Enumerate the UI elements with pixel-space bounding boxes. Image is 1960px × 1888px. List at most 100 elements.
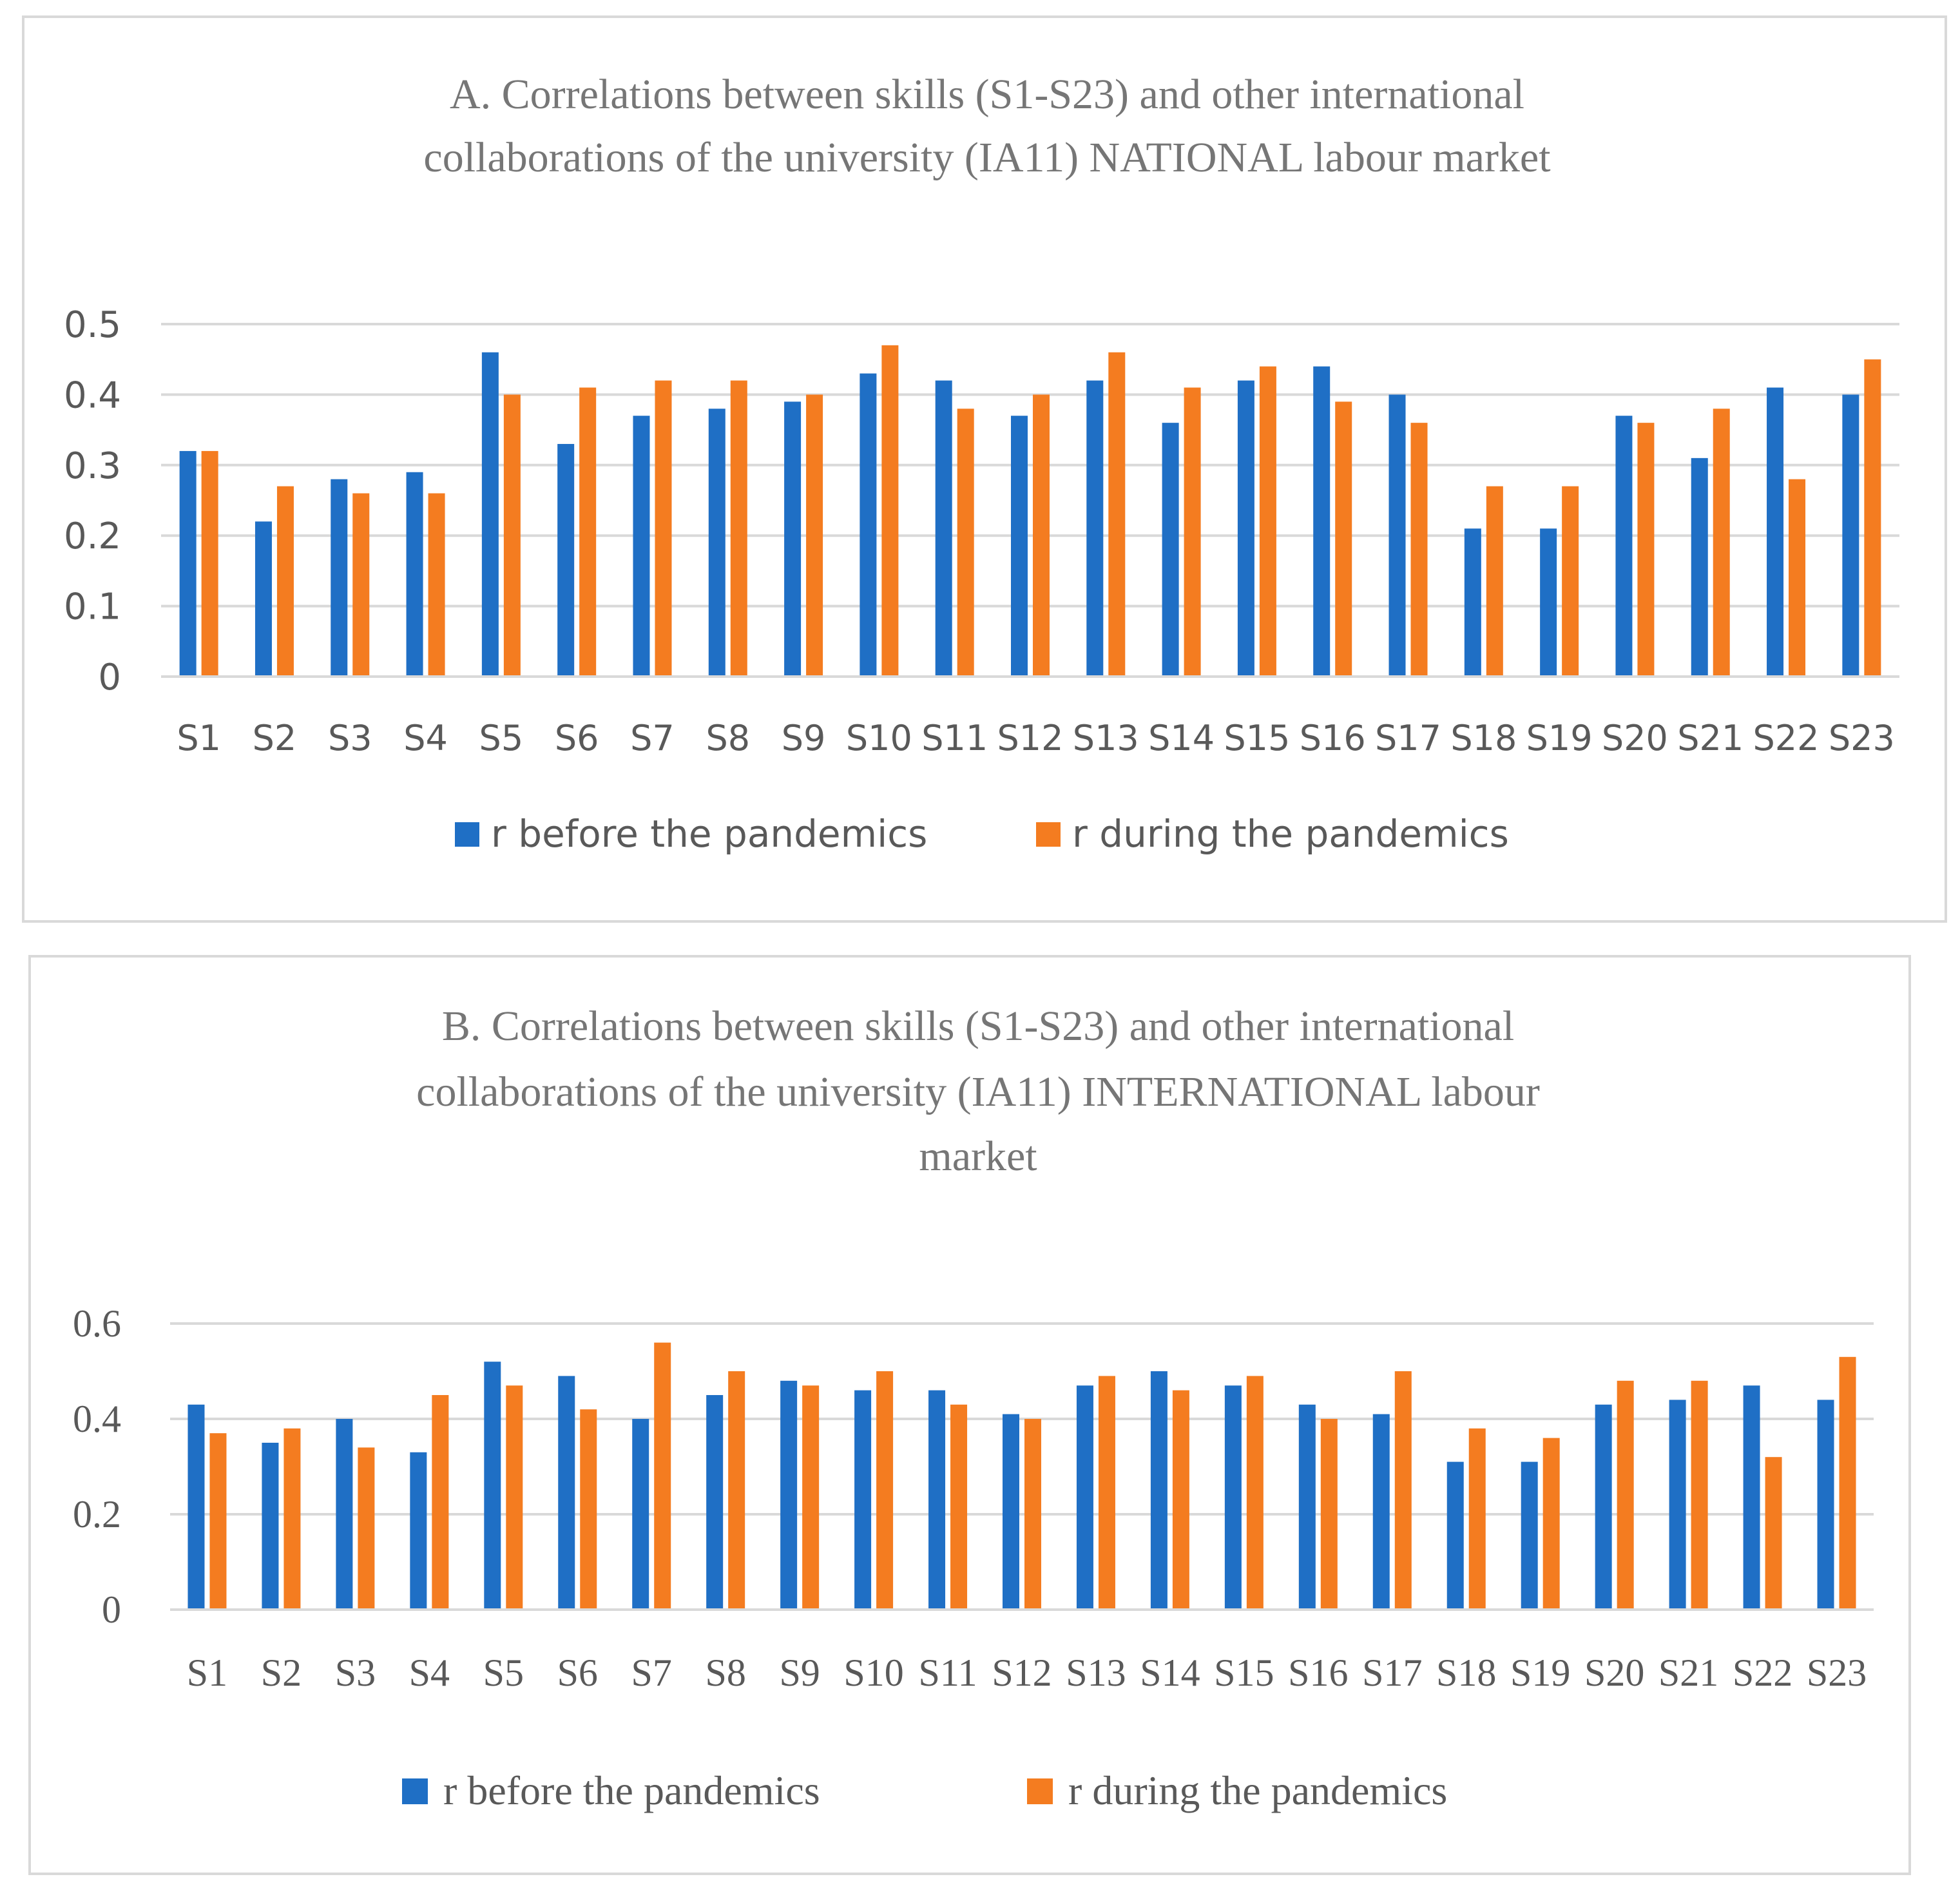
bar-during-s7 [655,380,672,677]
legend-label-before: r before the pandemics [491,812,927,856]
bar-during-s8 [730,380,747,677]
bar-during-s18 [1486,486,1503,677]
x-tick-label: S10 [846,718,912,758]
x-tick-label: S13 [1073,718,1139,758]
bar-before-s15 [1224,1385,1242,1610]
bar-during-s7 [654,1342,671,1610]
bar-during-s23 [1839,1356,1856,1610]
x-tick-label: S10 [843,1652,903,1694]
legend-label-during: r during the pandemics [1072,812,1509,856]
x-tick-label: S23 [1829,718,1895,758]
bar-during-s23 [1864,359,1881,677]
bar-during-s4 [432,1395,449,1610]
bar-during-s17 [1410,423,1428,677]
y-tick-label: 0.2 [64,515,121,557]
bar-during-s13 [1108,352,1126,677]
bar-before-s13 [1086,380,1104,677]
bar-before-s14 [1150,1371,1167,1610]
x-tick-label: S7 [630,718,675,758]
bar-during-s19 [1542,1438,1560,1610]
bar-during-s10 [881,345,899,677]
bar-before-s9 [780,1380,798,1610]
bar-during-s14 [1184,387,1201,677]
bar-before-s6 [558,1376,575,1610]
x-tick-label: S8 [706,718,750,758]
x-tick-label: S18 [1450,718,1517,758]
bar-before-s21 [1691,458,1708,677]
bar-before-s8 [708,409,725,677]
bar-before-s17 [1372,1414,1390,1610]
bar-before-s5 [484,1362,501,1610]
bar-before-s18 [1464,528,1481,677]
x-tick-label: S8 [705,1652,745,1694]
bar-before-s20 [1595,1404,1612,1610]
x-tick-label: S4 [409,1652,450,1694]
x-tick-label: S21 [1677,718,1744,758]
bar-during-s17 [1394,1371,1412,1610]
bar-before-s23 [1817,1400,1834,1610]
bar-before-s23 [1842,394,1859,677]
bar-before-s11 [935,380,952,677]
chart-title-line-2: collaborations of the university (IA11) … [416,1068,1540,1115]
bar-during-s9 [806,394,823,677]
bar-before-s18 [1446,1461,1464,1610]
bar-before-s12 [1003,1414,1019,1610]
y-tick-label: 0.3 [64,445,121,487]
bar-during-s1 [201,450,218,677]
y-tick-label: 0 [102,1588,121,1631]
bar-during-s8 [728,1371,745,1610]
y-ticks-national: 0 0.1 0.2 0.3 0.4 0.5 [64,304,121,698]
x-tick-label: S6 [557,1652,598,1694]
x-tick-label: S7 [631,1652,672,1694]
bar-before-s4 [406,472,423,677]
x-tick-label: S5 [483,1652,524,1694]
x-tick-label: S9 [782,718,826,758]
bar-before-s19 [1540,528,1557,677]
bar-during-s3 [352,493,370,677]
bar-before-s8 [706,1395,724,1610]
x-tick-label: S20 [1584,1652,1644,1694]
bar-before-s19 [1521,1461,1538,1610]
bar-during-s16 [1335,401,1352,677]
x-tick-label: S1 [177,718,221,758]
bar-before-s13 [1076,1385,1093,1610]
x-tick-label: S19 [1526,718,1593,758]
bar-during-s21 [1691,1380,1708,1610]
bar-before-s12 [1011,416,1028,677]
y-tick-label: 0 [98,657,121,698]
x-tick-label: S19 [1510,1652,1570,1694]
bar-during-s12 [1024,1419,1041,1610]
bar-during-s16 [1320,1419,1338,1610]
chart-title-line-1: A. Correlations between skills (S1-S23) … [450,71,1524,118]
bar-during-s15 [1259,366,1276,677]
bar-during-s20 [1617,1380,1634,1610]
bar-during-s6 [579,387,597,677]
y-tick-label: 0.4 [64,374,121,416]
bar-before-s2 [255,521,272,677]
bar-before-s6 [557,443,575,677]
bar-before-s22 [1743,1385,1760,1610]
bar-before-s15 [1237,380,1254,677]
bar-before-s14 [1162,423,1179,677]
bar-before-s7 [632,1419,649,1610]
x-tick-label: S23 [1807,1652,1867,1694]
bars-international [187,1342,1856,1610]
bar-during-s9 [802,1385,820,1610]
x-tick-label: S5 [479,718,524,758]
x-tick-label: S9 [779,1652,820,1694]
bar-before-s2 [262,1443,279,1610]
bar-during-s15 [1246,1376,1263,1610]
bars-national [179,345,1881,677]
x-tick-label: S11 [921,718,988,758]
bar-during-s3 [358,1447,375,1610]
y-tick-label: 0.5 [64,304,121,346]
x-ticks-international: S1 S2 S3 S4 S5 S6 S7 S8 S9 S10 S11 S12 S13 S14 S15 S16 S… [187,1652,1867,1694]
bar-before-s1 [179,450,197,677]
x-tick-label: S16 [1300,718,1366,758]
legend-label-during: r during the pandemics [1068,1768,1447,1813]
bar-before-s10 [854,1390,872,1610]
bar-before-s16 [1313,366,1331,677]
bar-during-s11 [950,1404,968,1610]
x-tick-label: S3 [335,1652,376,1694]
x-tick-label: S2 [261,1652,302,1694]
